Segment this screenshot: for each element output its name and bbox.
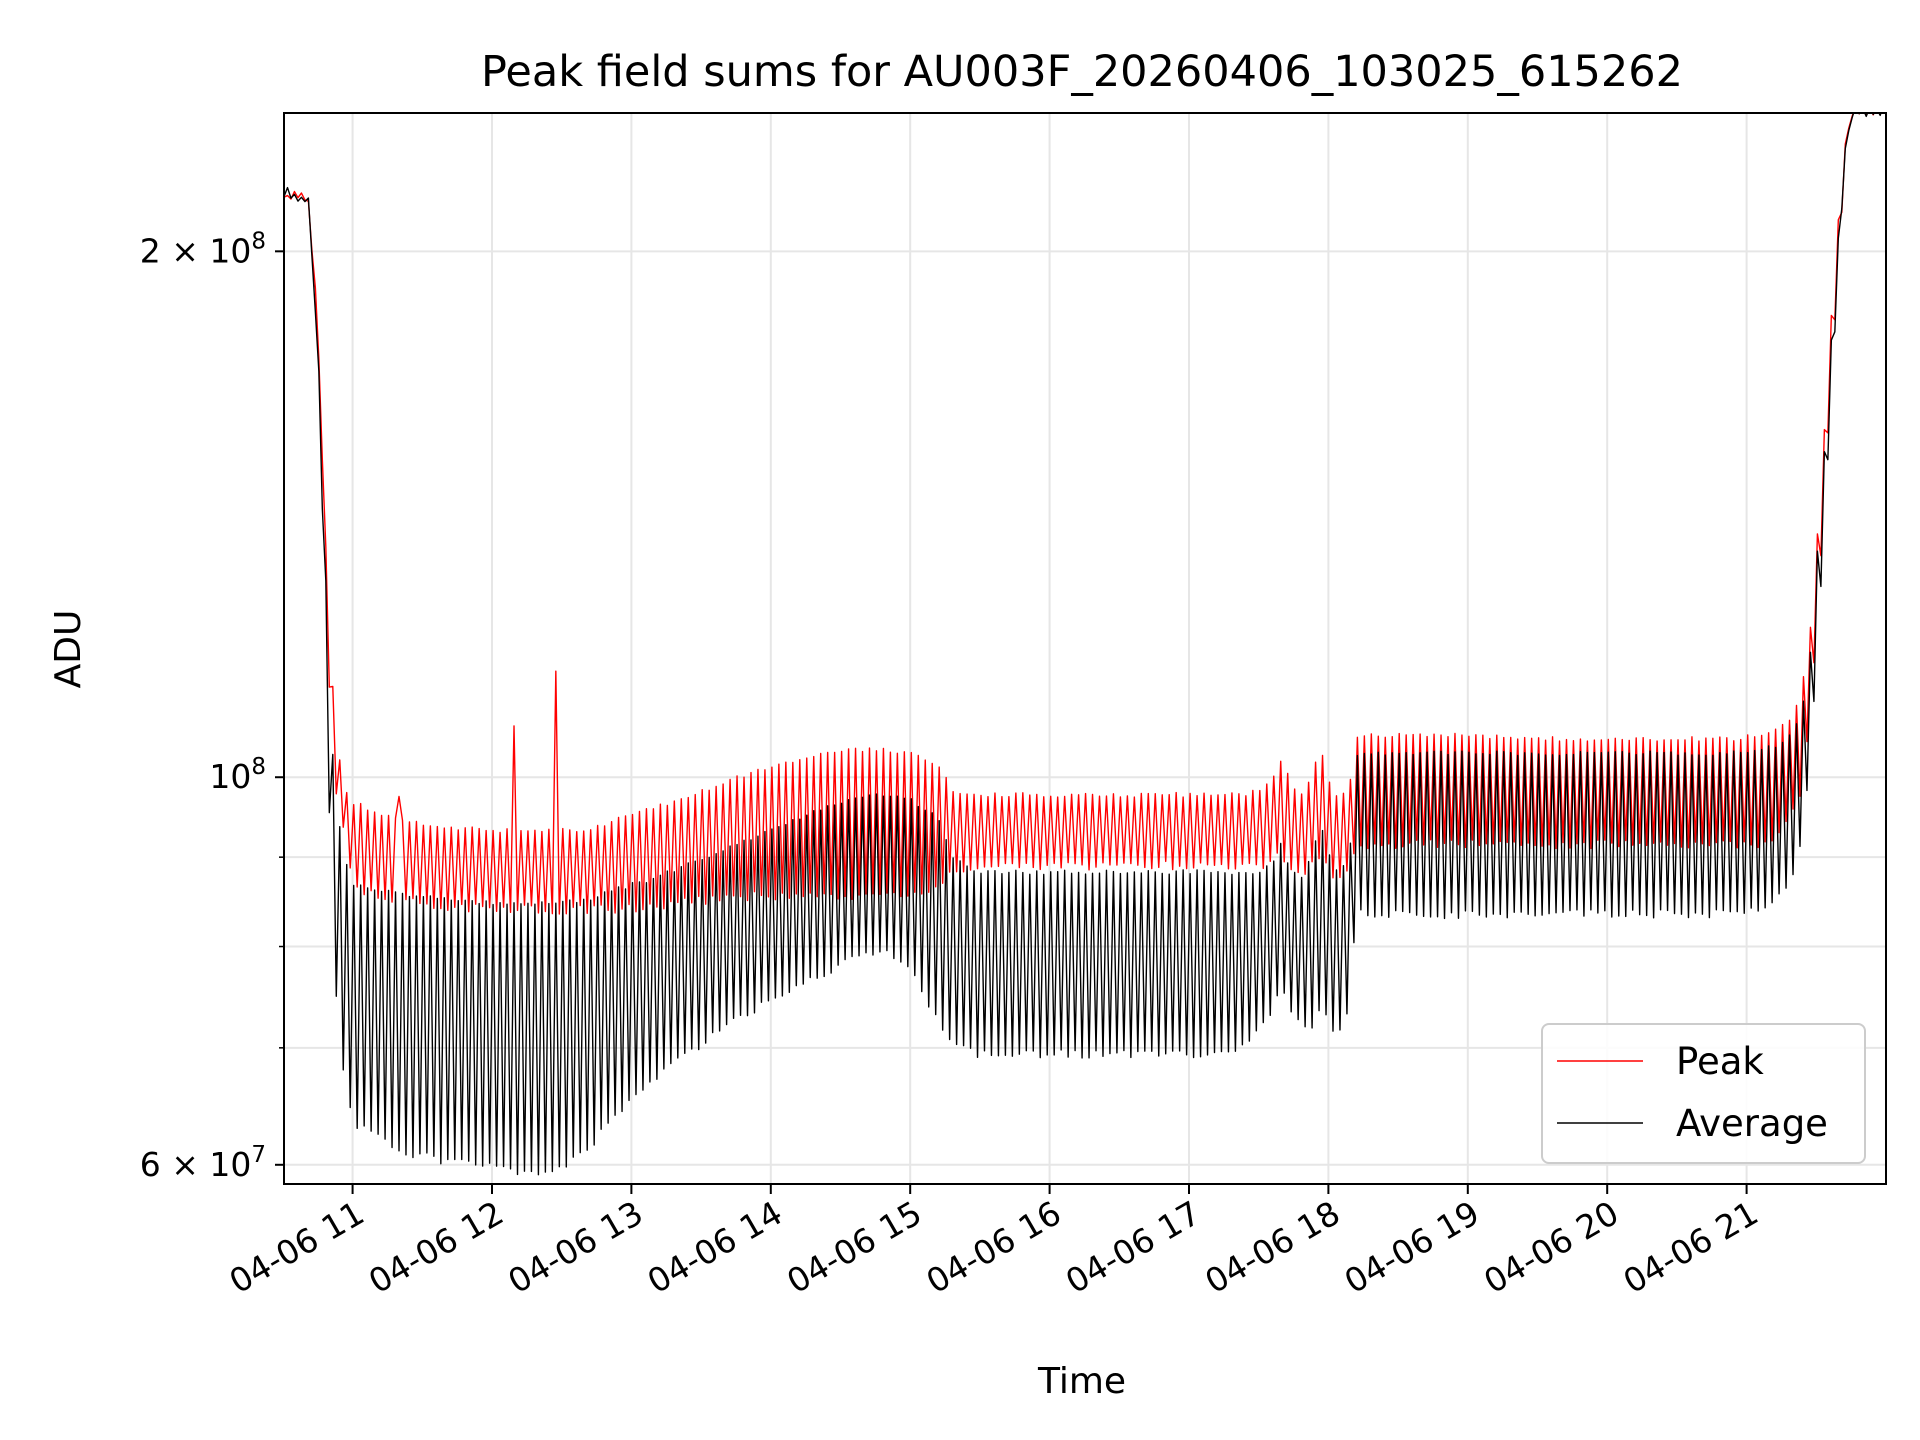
y-tick-label-exponent: 8 [251, 754, 266, 780]
plot-area [284, 113, 1882, 1176]
series-layer [284, 113, 1882, 1176]
y-axis-label: ADU [48, 610, 89, 689]
x-axis-label: Time [1037, 1361, 1126, 1402]
legend-label-average: Average [1676, 1102, 1828, 1145]
legend-label-peak: Peak [1676, 1040, 1764, 1083]
y-tick-label: 2 × 108 [140, 228, 266, 270]
y-tick-label-base: 2 × 10 [140, 231, 252, 270]
y-tick-label-base: 6 × 10 [140, 1145, 252, 1184]
y-tick-label-base: 10 [209, 757, 251, 796]
y-tick-label: 108 [209, 754, 266, 796]
series-line-average [284, 113, 1882, 1176]
chart-title: Peak field sums for AU003F_20260406_1030… [481, 47, 1683, 97]
series-line-peak [284, 113, 1882, 915]
y-tick-label-exponent: 7 [251, 1142, 266, 1168]
legend: Peak Average [1541, 1023, 1866, 1164]
legend-box [1541, 1023, 1866, 1164]
y-tick-label-exponent: 8 [251, 228, 266, 254]
y-tick-label: 6 × 107 [140, 1142, 266, 1184]
axes-frame [283, 112, 1887, 1185]
